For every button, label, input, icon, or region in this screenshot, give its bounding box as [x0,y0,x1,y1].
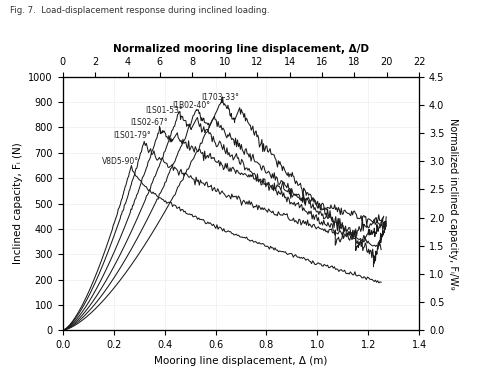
Text: I1S01-53°: I1S01-53° [146,106,183,115]
Y-axis label: Normalized inclined capacity, Fᵢ/W₉: Normalized inclined capacity, Fᵢ/W₉ [448,118,458,289]
X-axis label: Normalized mooring line displacement, Δ/D: Normalized mooring line displacement, Δ/… [113,43,369,53]
X-axis label: Mooring line displacement, Δ (m): Mooring line displacement, Δ (m) [154,356,328,366]
Text: I1S02-67°: I1S02-67° [130,118,168,127]
Text: V8D5-90°: V8D5-90° [102,157,139,166]
Y-axis label: Inclined capacity, Fᵢ (N): Inclined capacity, Fᵢ (N) [13,142,23,265]
Text: I1703-33°: I1703-33° [201,93,240,102]
Text: I1B02-40°: I1B02-40° [172,101,210,111]
Text: Fig. 7.  Load-displacement response during inclined loading.: Fig. 7. Load-displacement response durin… [10,6,269,15]
Text: I1S01-79°: I1S01-79° [114,131,151,140]
